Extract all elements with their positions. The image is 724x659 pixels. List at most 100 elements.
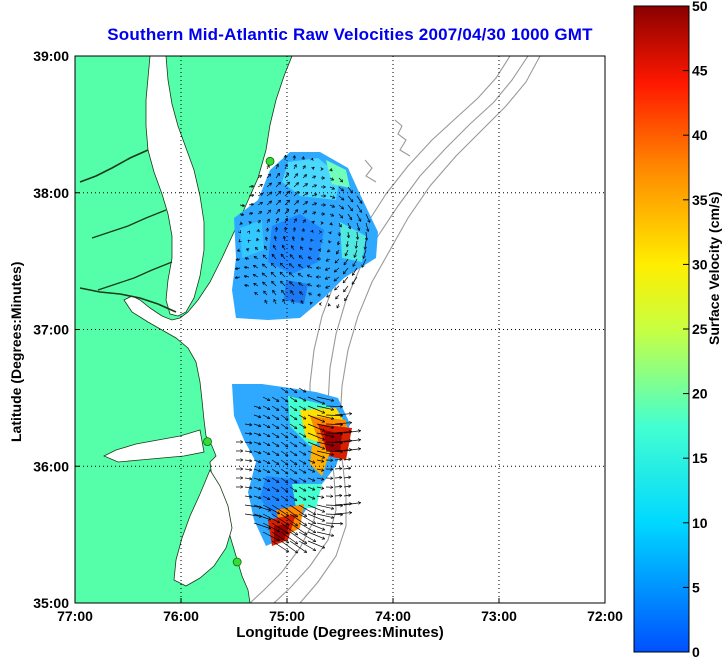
velocity-vector [235, 267, 241, 270]
velocity-vector [343, 448, 361, 452]
velocity-vector [262, 281, 268, 287]
velocity-arrowhead [358, 218, 362, 222]
velocity-vector [275, 181, 281, 188]
velocity-arrowhead [272, 244, 276, 249]
velocity-arrowhead [273, 235, 278, 240]
velocity-vector [336, 303, 340, 309]
velocity-arrowhead [278, 190, 282, 195]
velocity-vector [266, 164, 270, 170]
velocity-arrowhead [240, 485, 244, 489]
velocity-arrowhead [241, 203, 245, 208]
velocity-arrowhead [329, 222, 333, 226]
velocity-vector [257, 210, 263, 215]
velocity-vector [307, 423, 325, 432]
velocity-vector [257, 201, 263, 206]
velocity-arrowhead [257, 432, 262, 437]
velocity-arrowhead [252, 273, 257, 277]
colorbar-tick-label: 20 [692, 386, 708, 402]
velocity-vector [343, 476, 352, 479]
velocity-arrowhead [271, 253, 275, 258]
velocity-arrowhead [293, 488, 298, 493]
velocity-vector [316, 531, 334, 537]
velocity-arrowhead [285, 172, 290, 177]
velocity-vector [266, 209, 272, 215]
velocity-vector [299, 291, 304, 296]
velocity-arrowhead [296, 191, 300, 195]
velocity-arrowhead [311, 460, 316, 464]
velocity-vector [262, 477, 271, 482]
velocity-arrowhead [301, 237, 305, 241]
velocity-vector [316, 441, 334, 447]
velocity-vector [334, 440, 352, 443]
velocity-vector [270, 262, 277, 269]
velocity-vector [338, 231, 341, 237]
velocity-arrowhead [262, 254, 266, 258]
velocity-arrowhead [330, 476, 334, 480]
velocity-vector [262, 459, 271, 464]
velocity-arrowhead [354, 245, 358, 249]
velocity-arrowhead [264, 236, 269, 240]
velocity-arrowhead [293, 164, 297, 168]
velocity-arrowhead [299, 246, 304, 250]
velocity-arrowhead [331, 186, 335, 190]
velocity-vector [343, 485, 352, 488]
velocity-arrowhead [293, 407, 298, 412]
velocity-arrowhead [262, 281, 266, 285]
velocity-vector [280, 522, 299, 536]
velocity-arrowhead [257, 495, 262, 500]
velocity-arrowhead [257, 414, 262, 419]
velocity-vector [280, 432, 289, 439]
velocity-arrowhead [321, 518, 326, 522]
velocity-vector [262, 513, 280, 524]
velocity-arrowhead [266, 406, 271, 411]
velocity-vector [325, 405, 343, 408]
velocity-arrowhead [276, 172, 281, 177]
velocity-vector [261, 263, 268, 269]
velocity-arrowhead [349, 207, 353, 212]
velocity-vector [271, 540, 289, 553]
velocity-vector [325, 441, 343, 444]
velocity-arrowhead [318, 302, 322, 306]
colorbar-tick-label: 5 [692, 579, 700, 595]
velocity-arrowhead [330, 443, 334, 447]
velocity-vector [280, 477, 289, 484]
velocity-vector [252, 273, 259, 278]
velocity-arrowhead [300, 300, 304, 304]
colorbar-tick-label: 40 [692, 127, 708, 143]
velocity-vector [244, 423, 253, 426]
velocity-arrowhead [281, 244, 285, 249]
velocity-vector [311, 193, 318, 197]
velocity-arrowhead [249, 450, 253, 454]
velocity-arrowhead [240, 458, 244, 462]
velocity-arrowhead [322, 203, 326, 207]
velocity-arrowhead [261, 263, 266, 267]
velocity-arrowhead [331, 195, 336, 199]
velocity-arrowhead [316, 266, 319, 270]
velocity-arrowhead [359, 200, 363, 204]
velocity-vector [271, 495, 280, 501]
velocity-arrowhead [313, 184, 317, 188]
velocity-vector [365, 222, 369, 232]
velocity-arrowhead [243, 274, 247, 279]
velocity-arrowhead [251, 193, 255, 198]
velocity-arrowhead [275, 163, 279, 168]
velocity-arrowhead [330, 485, 334, 489]
velocity-vector [284, 226, 287, 233]
rappahannock-river [91, 209, 167, 239]
velocity-arrowhead [257, 423, 262, 428]
velocity-arrowhead [325, 258, 329, 262]
velocity-arrowhead [246, 248, 250, 252]
velocity-arrowhead [348, 466, 352, 471]
velocity-arrowhead [304, 201, 308, 205]
velocity-arrowhead [298, 282, 302, 286]
velocity-vector [275, 199, 281, 206]
velocity-arrowhead [321, 446, 326, 450]
velocity-arrowhead [293, 452, 298, 457]
velocity-arrowhead [240, 476, 244, 480]
velocity-vector [289, 281, 295, 287]
velocity-vector [298, 282, 304, 287]
velocity-arrowhead [294, 532, 299, 536]
velocity-arrowhead [321, 509, 326, 513]
velocity-arrowhead [336, 305, 340, 309]
velocity-vector [279, 262, 286, 269]
